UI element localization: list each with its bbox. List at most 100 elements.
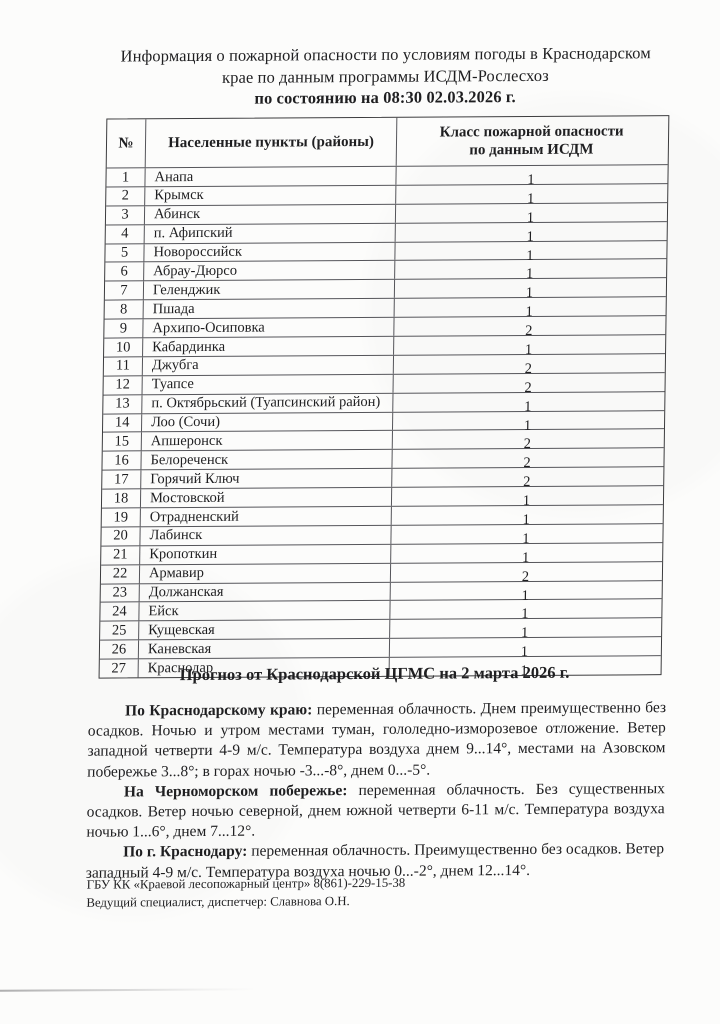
table-row: 15 Апшеронск 2 <box>102 428 664 452</box>
header-fire-class-line1: Класс пожарной опасности <box>439 123 624 141</box>
row-number: 15 <box>102 432 142 451</box>
table-row: 7 Геленджик 1 <box>104 277 667 301</box>
forecast-paragraphs: По Краснодарскому краю: переменная облач… <box>86 698 667 883</box>
table-row: 25 Кущевская 1 <box>100 617 662 641</box>
settlement-name: Должанская <box>139 582 391 602</box>
settlement-name: Белореченск <box>141 450 393 470</box>
settlement-name: Каневская <box>138 639 391 659</box>
settlement-name: Армавир <box>139 563 392 583</box>
settlement-name: Мостовской <box>140 487 393 508</box>
table-row: 5 Новороссийск 1 <box>105 239 667 264</box>
settlement-name: п. Октябрьский (Туапсинский район) <box>142 393 394 413</box>
row-number: 23 <box>100 583 140 603</box>
row-number: 6 <box>105 262 145 281</box>
forecast-paragraph-region: По Краснодарскому краю: переменная облач… <box>87 698 666 782</box>
settlement-name: Отрадненский <box>140 506 392 527</box>
settlement-name: Крымск <box>145 185 397 206</box>
row-number: 5 <box>105 243 145 263</box>
table-row: 12 Туапсе 2 <box>103 371 665 396</box>
table-row: 21 Кропоткин 1 <box>101 541 663 566</box>
row-number: 2 <box>106 187 146 206</box>
table-row: 14 Лоо (Сочи) 1 <box>102 409 665 434</box>
settlement-name: Кабардинка <box>143 336 395 357</box>
document-footer: ГБУ КК «Краевой лесопожарный центр» 8(86… <box>86 872 646 911</box>
table-row: 17 Горячий Ключ 2 <box>102 466 664 490</box>
row-number: 10 <box>104 338 144 357</box>
row-number: 16 <box>102 451 142 470</box>
row-number: 8 <box>104 300 144 319</box>
fire-danger-table: № Населенные пункты (районы) Класс пожар… <box>98 115 670 679</box>
header-num: № <box>106 119 147 168</box>
table-row: 4 п. Афипский 1 <box>105 220 667 245</box>
table-row: 23 Должанская 1 <box>100 579 662 604</box>
table-row: 24 Ейск 1 <box>100 598 662 623</box>
row-number: 13 <box>103 395 143 414</box>
page-content: Информация о пожарной опасности по услов… <box>0 0 720 910</box>
row-number: 3 <box>105 206 146 225</box>
table-row: 10 Кабардинка 1 <box>104 334 666 358</box>
row-number: 17 <box>102 470 142 489</box>
title-line-date: по состоянию на 08:30 02.03.2026 г. <box>254 87 516 108</box>
settlement-name: Ейск <box>139 601 391 621</box>
header-fire-class: Класс пожарной опасности по данным ИСДМ <box>397 116 667 166</box>
table-row: 19 Отрадненский 1 <box>101 504 663 528</box>
settlement-name: Абрау-Дюрсо <box>144 261 396 281</box>
settlement-name: Джубга <box>142 355 395 376</box>
table-row: 13 п. Октябрьский (Туапсинский район) 1 <box>103 390 665 415</box>
settlement-name: Горячий Ключ <box>141 469 393 489</box>
table-row: 3 Абинск 1 <box>105 201 668 226</box>
settlement-name: Абинск <box>144 204 397 224</box>
row-number: 26 <box>99 640 140 659</box>
row-number: 1 <box>106 168 146 187</box>
table-body: 1 Анапа 1 2 Крымск 1 3 Абинск 1 4 п. Афипский 1 5 Нов… <box>99 164 668 679</box>
row-number: 9 <box>104 319 144 338</box>
row-number: 19 <box>101 508 141 527</box>
row-number: 12 <box>103 376 143 395</box>
scan-edge-artifact <box>0 988 257 992</box>
table-row: 2 Крымск 1 <box>106 183 668 207</box>
paragraph-lead: По Краснодарскому краю: <box>124 701 313 720</box>
row-number: 22 <box>100 565 141 584</box>
settlement-name: п. Афипский <box>144 223 396 243</box>
document-title: Информация о пожарной опасности по услов… <box>96 42 674 110</box>
row-number: 25 <box>100 621 140 640</box>
table-row: 9 Архипо-Осиповка 2 <box>104 315 666 339</box>
settlement-name: Пшада <box>143 299 395 319</box>
row-number: 7 <box>104 281 145 300</box>
header-fire-class-line2: по данным ИСДМ <box>469 141 594 159</box>
table-row: 1 Анапа 1 <box>106 164 668 188</box>
row-number: 20 <box>101 527 141 546</box>
settlement-name: Лоо (Сочи) <box>141 412 394 432</box>
table-row: 22 Армавир 2 <box>100 560 663 585</box>
settlement-name: Новороссийск <box>144 242 396 262</box>
row-number: 11 <box>103 357 144 376</box>
table-row: 18 Мостовской 1 <box>101 485 664 509</box>
row-number: 21 <box>101 546 141 565</box>
footer-specialist: Ведущий специалист, диспетчер: Славнова … <box>86 894 350 910</box>
settlement-name: Туапсе <box>142 374 394 395</box>
forecast-heading: Прогноз от Краснодарской ЦГМС на 2 марта… <box>179 662 570 685</box>
table-row: 11 Джубга 2 <box>103 353 666 377</box>
table-row: 6 Абрау-Дюрсо 1 <box>105 258 667 282</box>
settlement-name: Апшеронск <box>141 431 393 451</box>
table-row: 8 Пшада 1 <box>104 296 666 320</box>
table-row: 20 Лабинск 1 <box>101 523 663 547</box>
table-row: 26 Каневская 1 <box>99 636 662 660</box>
paragraph-lead: По г. Краснодару: <box>123 843 248 861</box>
settlement-name: Анапа <box>145 166 397 187</box>
forecast-paragraph-coast: На Черноморском побережье: переменная об… <box>86 779 665 843</box>
settlement-name: Архипо-Осиповка <box>143 317 395 338</box>
table-header-row: № Населенные пункты (районы) Класс пожар… <box>106 116 669 168</box>
settlement-name: Геленджик <box>143 280 396 300</box>
settlement-name: Лабинск <box>140 525 392 546</box>
title-line-1: Информация о пожарной опасности по услов… <box>120 43 651 66</box>
settlement-name: Кущевская <box>139 620 391 640</box>
fire-danger-class: 1 <box>527 171 535 188</box>
row-number: 4 <box>105 224 145 244</box>
table-row: 16 Белореченск 2 <box>102 447 664 471</box>
row-number: 14 <box>102 413 143 433</box>
settlement-name: Кропоткин <box>140 544 392 565</box>
header-settlements: Населенные пункты (районы) <box>145 117 398 168</box>
paragraph-lead: На Черноморском побережье: <box>123 781 348 801</box>
